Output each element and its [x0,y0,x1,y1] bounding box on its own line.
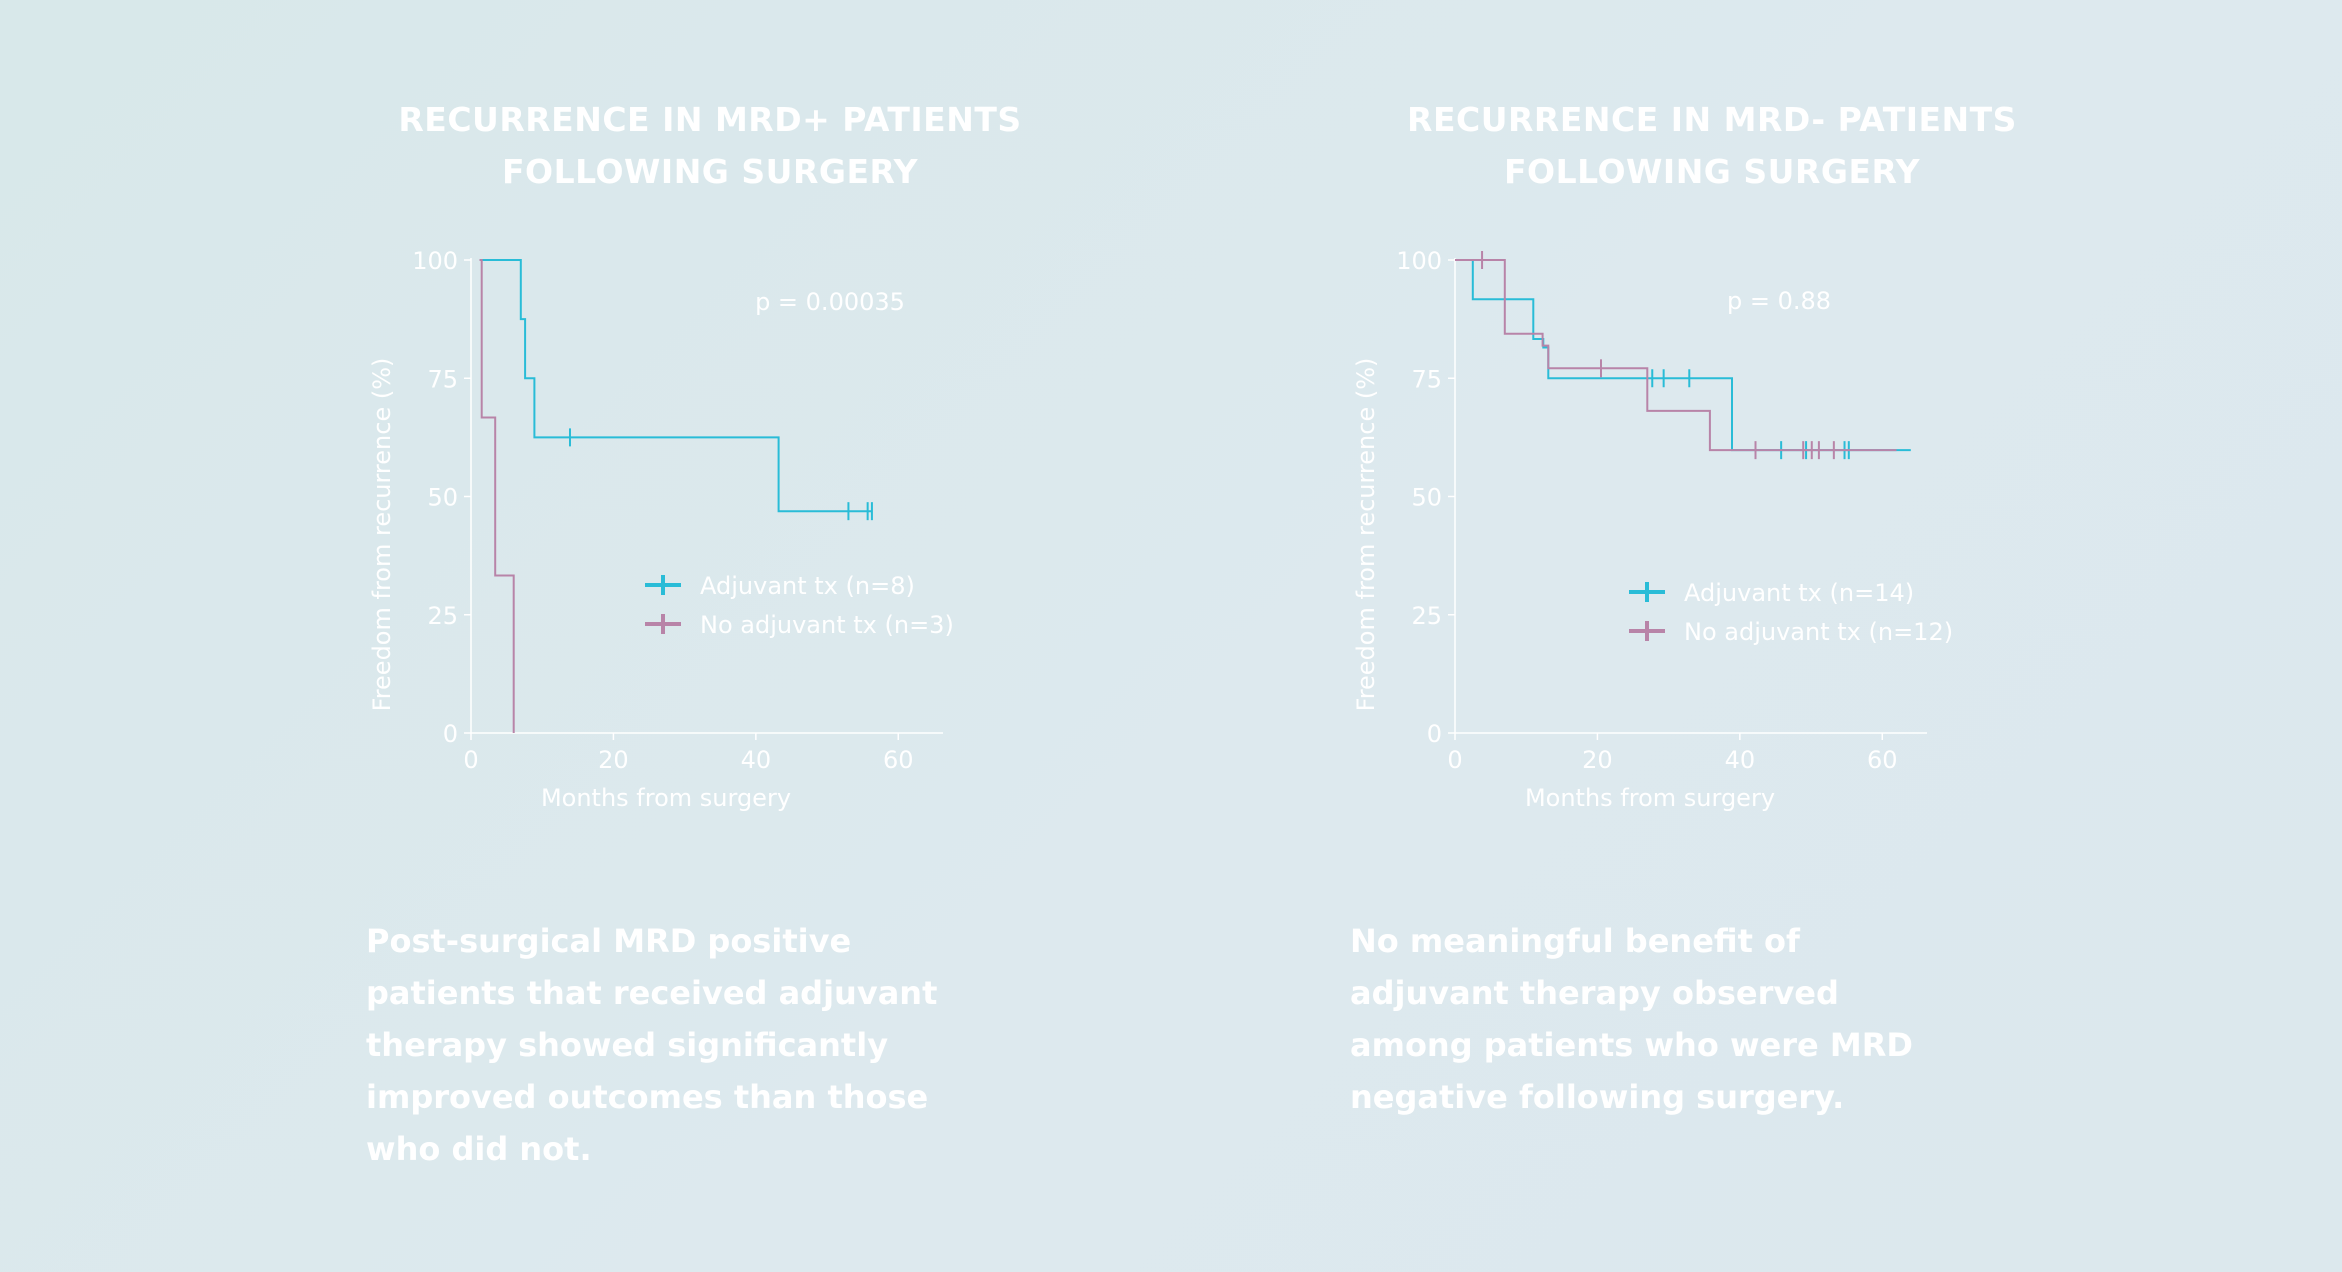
km-chart-mrd-negative: 0 25 50 75 100 0 20 40 60 Months from surgery Free… [1352,247,1953,812]
y-axis-label: Freedom from recurrence (%) [368,358,396,712]
x-tick-label: 60 [883,746,914,774]
legend-item: No adjuvant tx (n=12) [1629,618,1953,646]
caption-line: negative following surgery. [1350,1078,1845,1116]
x-tick-label: 0 [463,746,478,774]
caption-line: Post-surgical MRD positive [366,922,852,960]
caption-line: therapy showed significantly [366,1026,889,1064]
y-tick-label: 100 [412,247,458,275]
chart-panel-mrd-negative: RECURRENCE IN MRD- PATIENTS FOLLOWING SU… [1324,0,2224,1272]
chart-title-line: FOLLOWING SURGERY [501,152,918,191]
y-tick-label: 50 [427,484,458,512]
y-tick-label: 50 [1411,484,1442,512]
chart-title-line: RECURRENCE IN MRD+ PATIENTS [398,100,1022,139]
x-axis-label: Months from surgery [1525,784,1775,812]
series-line [479,259,515,733]
legend-label: No adjuvant tx (n=3) [700,611,954,639]
series-line [1455,259,1897,452]
x-tick-label: 20 [1582,746,1613,774]
legend-label: No adjuvant tx (n=12) [1684,618,1953,646]
series-line [1455,259,1911,452]
series-line [479,259,872,513]
chart-panel-mrd-positive: RECURRENCE IN MRD+ PATIENTS FOLLOWING SU… [340,0,1240,1272]
caption-line: No meaningful benefit of [1350,922,1800,960]
legend-item: Adjuvant tx (n=8) [645,572,915,600]
y-tick-label: 0 [443,720,458,748]
x-axis-label: Months from surgery [541,784,791,812]
legend-item: No adjuvant tx (n=3) [645,611,954,639]
x-tick-label: 20 [598,746,629,774]
p-value-annotation: p = 0.88 [1727,287,1831,315]
y-tick-label: 100 [1396,247,1442,275]
km-chart-mrd-positive: 0 25 50 75 100 0 20 40 60 Months from surgery Free… [368,247,954,812]
legend-item: Adjuvant tx (n=14) [1629,579,1914,607]
caption-line: patients that received adjuvant [366,974,938,1012]
caption-line: who did not. [366,1130,592,1168]
chart-title: RECURRENCE IN MRD- PATIENTS FOLLOWING SU… [1342,94,2082,198]
caption-line: adjuvant therapy observed [1350,974,1839,1012]
x-tick-label: 40 [1725,746,1756,774]
y-tick-label: 25 [427,602,458,630]
x-tick-label: 0 [1447,746,1462,774]
legend-label: Adjuvant tx (n=14) [1684,579,1914,607]
caption-mrd-negative: No meaningful benefit of adjuvant therap… [1350,915,1950,1123]
y-tick-label: 0 [1427,720,1442,748]
chart-title: RECURRENCE IN MRD+ PATIENTS FOLLOWING SU… [340,94,1080,198]
x-tick-label: 40 [741,746,772,774]
chart-title-line: RECURRENCE IN MRD- PATIENTS [1407,100,2017,139]
caption-line: among patients who were MRD [1350,1026,1913,1064]
chart-title-line: FOLLOWING SURGERY [1503,152,1920,191]
y-tick-label: 75 [427,365,458,393]
y-axis-label: Freedom from recurrence (%) [1352,358,1380,712]
y-tick-label: 25 [1411,602,1442,630]
caption-line: improved outcomes than those [366,1078,929,1116]
y-tick-label: 75 [1411,365,1442,393]
x-tick-label: 60 [1867,746,1898,774]
legend-label: Adjuvant tx (n=8) [700,572,915,600]
caption-mrd-positive: Post-surgical MRD positive patients that… [366,915,966,1175]
p-value-annotation: p = 0.00035 [755,288,905,316]
